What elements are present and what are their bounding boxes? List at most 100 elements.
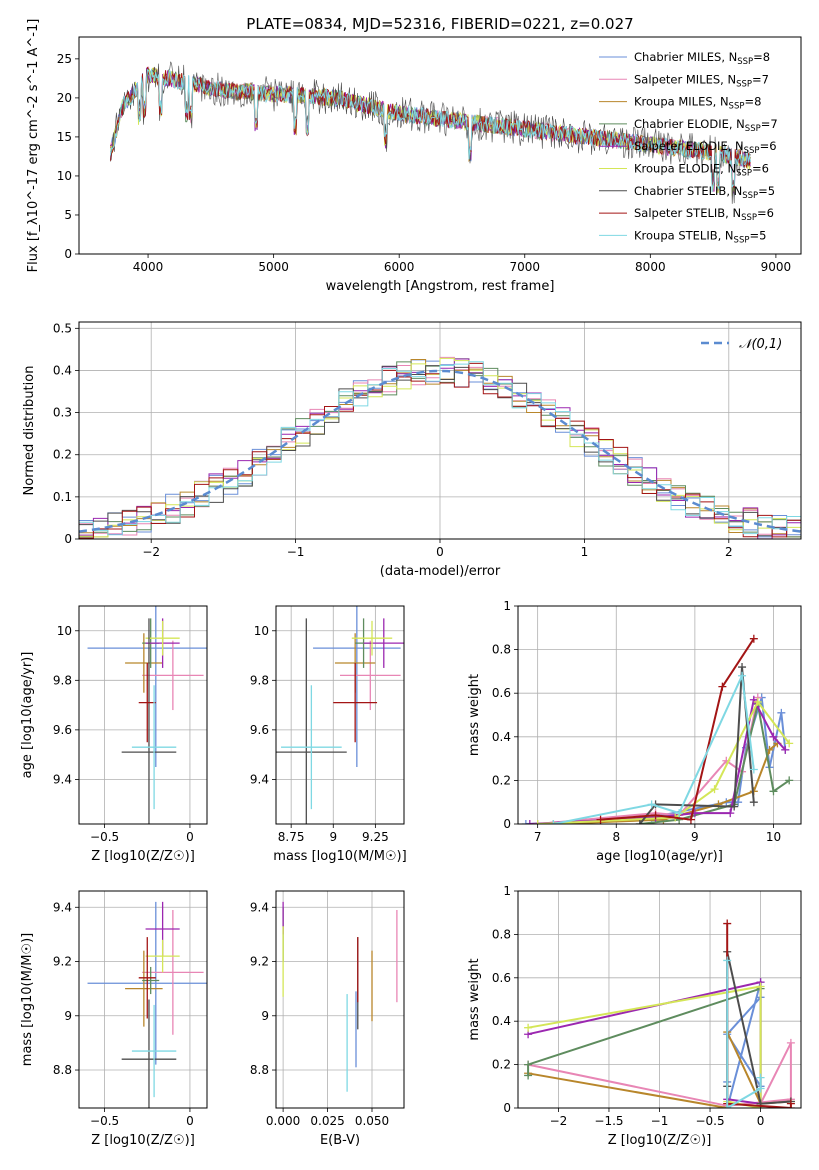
weight-series-line (726, 923, 792, 1108)
y-tick-label: 9.4 (53, 772, 72, 786)
legend-count: =8 (744, 95, 761, 109)
legend-entry: Kroupa STELIB, NSSP=5 (634, 228, 766, 245)
axes-frame (517, 605, 802, 825)
y-tick-label: 9 (64, 1009, 72, 1023)
x-tick-label: 0.050 (355, 1114, 389, 1128)
mass_vs_Z-panel: −0.5 0 8.8 9 9.2 9.4 Z [log10(Z/Z☉)] mass [log1… (20, 890, 208, 1148)
x-tick-label: 0 (757, 1114, 765, 1128)
x-tick-label: 0 (186, 830, 194, 844)
x-tick-label: −0.5 (695, 1114, 724, 1128)
legend-entry: Chabrier MILES, NSSP=8 (634, 50, 770, 67)
legend-subscript: SSP (744, 146, 760, 156)
weight-series-line (639, 666, 755, 824)
weight-marker (785, 776, 794, 785)
axes-frame (275, 890, 405, 1109)
spectrum-frame: 4000 5000 6000 7000 8000 9000 0 5 10 15 20 25 wavele… (26, 19, 802, 294)
legend-subscript: SSP (737, 57, 753, 67)
weight-marker (686, 815, 695, 824)
legend-subscript: SSP (741, 213, 757, 223)
legend-count: =7 (752, 72, 769, 86)
x-tick-label: 4000 (133, 260, 164, 274)
weight-marker (723, 956, 732, 965)
weight-marker (521, 820, 530, 824)
x-axis-label: E(B-V) (320, 1133, 360, 1148)
massweight_vs_age-plot-area (521, 634, 794, 824)
histogram-series (79, 361, 801, 536)
weight-marker (723, 1104, 732, 1108)
weight-marker (786, 1038, 795, 1047)
legend-entry: 𝒩(0,1) (739, 337, 782, 352)
y-tick-label: 0.3 (53, 406, 72, 420)
age_vs_Z-panel: −0.5 0 9.4 9.6 9.8 10 Z [log10(Z/Z☉)] age [log1… (20, 605, 208, 864)
y-tick-label: 15 (57, 130, 72, 144)
x-axis-label: Z [log10(Z/Z☉)] (91, 849, 195, 864)
weight-marker (781, 745, 790, 754)
legend-count: =5 (749, 228, 766, 242)
y-tick-label: 9.8 (250, 673, 269, 687)
mass_vs_ebv-plot-area (282, 901, 398, 1092)
legend-entry: Salpeter ELODIE, NSSP=6 (634, 139, 777, 156)
legend-subscript: SSP (736, 79, 752, 89)
y-axis-label: mass weight (467, 674, 482, 756)
weight-marker (651, 811, 660, 820)
legend-count: =5 (758, 184, 775, 198)
y-tick-label: 0.4 (492, 730, 511, 744)
y-tick-label: 10 (57, 624, 72, 638)
x-tick-label: 7000 (509, 260, 540, 274)
y-tick-label: 9.4 (250, 900, 269, 914)
legend-subscript: SSP (742, 191, 758, 201)
x-tick-label: −1.5 (594, 1114, 623, 1128)
figure-title: PLATE=0834, MJD=52316, FIBERID=0221, z=0… (246, 15, 633, 33)
x-tick-label: 8000 (635, 260, 666, 274)
y-tick-label: 0.2 (492, 773, 511, 787)
weight-marker (549, 820, 558, 824)
x-axis-label: (data-model)/error (380, 564, 501, 579)
residuals-plot-area (79, 356, 801, 539)
weight-marker (769, 787, 778, 796)
weight-series-line (600, 638, 755, 821)
y-axis-label: Normed distribution (22, 366, 37, 496)
weight-marker (524, 1023, 533, 1032)
y-axis-label: mass [log10(M/M☉)] (20, 933, 35, 1066)
x-tick-label: 9 (329, 830, 337, 844)
legend-entry: Kroupa ELODIE, NSSP=6 (634, 162, 769, 179)
y-tick-label: 9.4 (53, 900, 72, 914)
weight-marker (533, 820, 542, 824)
x-tick-label: 8.75 (278, 830, 305, 844)
x-tick-label: 1 (581, 545, 589, 559)
weight-marker (675, 809, 684, 818)
legend-subscript: SSP (734, 235, 750, 245)
x-tick-label: 9.25 (362, 830, 389, 844)
x-tick-label: 2 (725, 545, 733, 559)
y-tick-label: 25 (57, 52, 72, 66)
x-axis-label: Z [log10(Z/Z☉)] (91, 1133, 195, 1148)
weight-marker (596, 815, 605, 824)
mass_vs_ebv-frame: 0.000 0.025 0.050 8.8 9 9.2 9.4 E(B-V) (250, 890, 405, 1148)
mass_vs_Z-frame: −0.5 0 8.8 9 9.2 9.4 Z [log10(Z/Z☉)] mass [log1… (20, 890, 208, 1148)
y-tick-label: 0 (64, 247, 72, 261)
y-tick-label: 9.2 (53, 955, 72, 969)
x-tick-label: −1 (287, 545, 305, 559)
x-tick-label: 0.000 (266, 1114, 300, 1128)
x-axis-label: mass [log10(M/M☉)] (273, 849, 406, 864)
axes-frame (78, 36, 802, 255)
weight-marker (777, 708, 786, 717)
weight-series-line (726, 951, 791, 1105)
y-tick-label: 0.4 (492, 1014, 511, 1028)
weight-series-line (726, 960, 762, 1108)
y-tick-label: 0.6 (492, 686, 511, 700)
x-axis-label: age [log10(age/yr)] (596, 849, 723, 864)
legend-entry: Chabrier ELODIE, NSSP=7 (634, 117, 778, 134)
weight-marker (524, 1060, 533, 1069)
weight-marker (749, 765, 758, 774)
age_vs_mass-frame: 8.75 9 9.25 9.4 9.6 9.8 10 mass [log10(M/M☉)] (250, 605, 407, 864)
x-tick-label: 5000 (258, 260, 289, 274)
weight-series-line (639, 703, 790, 824)
spectrum-panel: 4000 5000 6000 7000 8000 9000 0 5 10 15 20 25 wavele… (26, 19, 802, 294)
weight-marker (723, 919, 732, 928)
age_vs_mass-panel: 8.75 9 9.25 9.4 9.6 9.8 10 mass [log10(M/M☉)] (250, 605, 407, 864)
axes-frame (275, 605, 405, 825)
legend-entry: Chabrier STELIB, NSSP=5 (634, 184, 775, 201)
residuals-frame: −2 −1 0 1 2 0 0.1 0.2 0.3 0.4 0.5 (data-model)/erro… (22, 321, 802, 579)
y-axis-label: age [log10(age/yr)] (20, 652, 35, 779)
